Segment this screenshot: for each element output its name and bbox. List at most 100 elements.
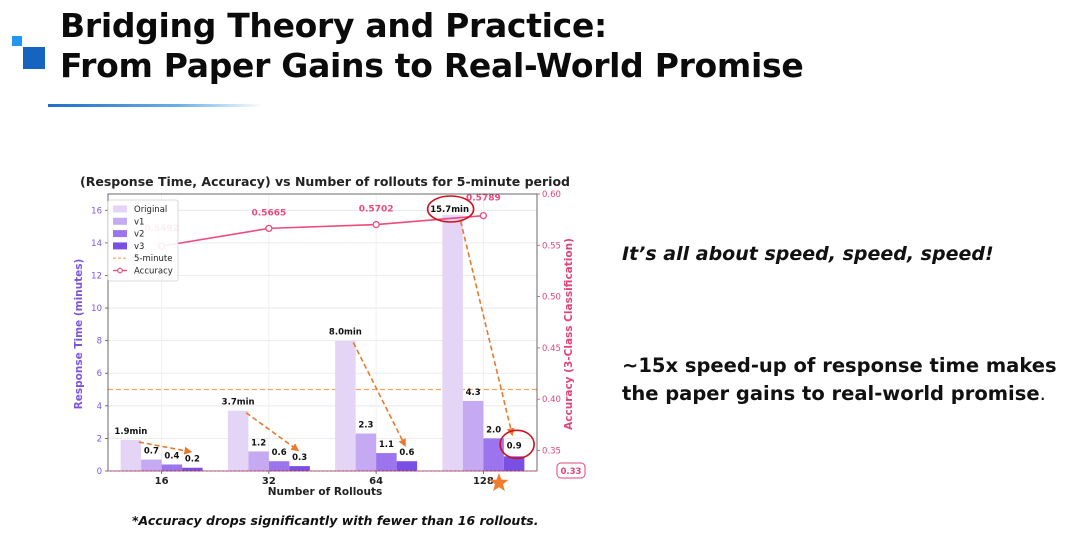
y-tick-label: 12 <box>91 271 102 281</box>
bar-value-label: 0.9 <box>507 441 522 451</box>
x-tick-label: 128 <box>473 476 494 487</box>
bar-value-label: 0.3 <box>292 453 307 463</box>
y2-tick-label: 0.35 <box>542 446 561 456</box>
logo-small-square <box>12 36 22 46</box>
y2-tick-label: 0.45 <box>542 344 561 354</box>
plot-frame <box>107 193 538 472</box>
speedup-statement-text: ~15x speed-up of response time makes the… <box>622 354 1057 405</box>
bar-v1-16 <box>141 459 162 471</box>
bar-v3-64 <box>396 461 418 471</box>
y2-tick-label: 0.55 <box>542 241 561 251</box>
legend-label-accuracy: Accuracy <box>134 267 173 277</box>
speedup-arrow-128 <box>459 220 515 437</box>
bar-v2-64 <box>376 453 397 471</box>
arrows-layer <box>138 220 515 455</box>
bar-original-64 <box>335 340 356 471</box>
legend-label-5-minute: 5-minute <box>134 254 172 264</box>
accuracy-value-label: 0.5702 <box>359 205 394 215</box>
speedup-arrow-32 <box>245 412 300 452</box>
accuracy-point-32 <box>265 224 273 233</box>
y-tick-label: 10 <box>91 304 102 314</box>
annotations <box>426 195 535 492</box>
legend-label-v3: v3 <box>134 242 144 252</box>
bar-v3-16 <box>182 467 203 471</box>
y-tick-label: 14 <box>91 239 102 249</box>
bar-value-label: 0.6 <box>272 448 287 458</box>
legend-label-original: Original <box>134 205 167 215</box>
legend-swatch-accuracy-marker <box>117 267 123 274</box>
bar-value-label: 2.3 <box>358 421 373 431</box>
legend-swatch-v2 <box>113 230 127 238</box>
brand-logo <box>8 30 48 70</box>
bar-v1-64 <box>355 433 377 471</box>
title-underline <box>48 104 263 107</box>
legend: Original v1 v2 v3 5-minute Accuracy <box>107 199 179 282</box>
speed-tagline: It’s all about speed, speed, speed! <box>622 243 994 265</box>
bar-v2-32 <box>268 461 290 471</box>
slide-title-line-2: From Paper Gains to Real-World Promise <box>60 46 804 85</box>
bar-original-16 <box>120 440 142 471</box>
y-tick-label: 8 <box>97 337 102 347</box>
y-tick-label: 4 <box>97 402 102 412</box>
bar-value-label: 4.3 <box>466 388 481 398</box>
legend-swatch-v1 <box>113 217 127 225</box>
y2-tick-label: 0.40 <box>542 395 561 405</box>
chart-title: (Response Time, Accuracy) vs Number of r… <box>80 174 570 189</box>
accuracy-point-64 <box>372 220 380 229</box>
bar-value-label: 15.7min <box>430 205 469 215</box>
bar-value-label: 1.2 <box>251 438 266 448</box>
bar-value-label: 1.9min <box>114 427 147 437</box>
y2-tick-label: 0.60 <box>542 190 561 200</box>
labels-layer: 1.9min 3.7min 8.0min 15.7min 0.7 1.2 2.3 4.3 0.4… <box>114 205 521 465</box>
y-tick-label: 2 <box>97 434 102 444</box>
bar-value-label: 0.2 <box>185 455 200 465</box>
y2-tick-label: 0.50 <box>542 293 561 303</box>
footnote: *Accuracy drops significantly with fewer… <box>132 513 539 528</box>
bars-layer <box>120 215 525 471</box>
star-icon <box>489 473 509 492</box>
y-tick-label: 16 <box>91 206 102 216</box>
bar-v2-128 <box>483 438 504 471</box>
bar-value-label: 1.1 <box>379 440 394 450</box>
y-axis-label: Response Time (minutes) <box>73 259 85 410</box>
legend-label-v2: v2 <box>134 230 144 240</box>
accuracy-value-label: 0.5789 <box>466 194 501 204</box>
y2-bottom-label: 0.33 <box>561 467 582 477</box>
bar-value-label: 8.0min <box>329 328 362 338</box>
bar-original-128 <box>442 215 463 471</box>
axes-layer: 0 2 4 6 8 10 12 14 16 0.35 0.40 0.45 0.50 0.55 0.60 0.3… <box>91 190 586 487</box>
y2-axis-label: Accuracy (3-Class Classification) <box>563 238 575 430</box>
bar-v3-128 <box>503 456 525 471</box>
bar-v1-32 <box>248 451 269 471</box>
bar-v3-32 <box>289 466 310 471</box>
bar-value-label: 0.4 <box>164 451 179 461</box>
bar-value-label: 0.6 <box>399 448 414 458</box>
bar-v1-128 <box>462 400 484 471</box>
bar-original-32 <box>227 410 249 471</box>
y-tick-label: 0 <box>97 467 102 477</box>
highlight-circle-original-128 <box>426 195 475 223</box>
accuracy-point-128 <box>479 211 488 220</box>
y-tick-label: 6 <box>97 369 102 379</box>
accuracy-value-label: 0.5665 <box>252 208 287 218</box>
bar-value-label: 3.7min <box>222 398 255 408</box>
legend-swatch-v3 <box>113 242 127 250</box>
speedup-arrow-64 <box>352 342 406 448</box>
slide-title: Bridging Theory and Practice: From Paper… <box>60 6 804 86</box>
slide-title-line-1: Bridging Theory and Practice: <box>60 6 607 45</box>
x-tick-label: 64 <box>369 476 383 487</box>
legend-label-v1: v1 <box>134 217 144 227</box>
logo-large-square <box>23 47 45 69</box>
highlight-circle-v3-128 <box>499 429 535 460</box>
y2-bottom-badge <box>556 462 586 479</box>
bar-value-label: 0.7 <box>144 447 159 457</box>
x-tick-label: 32 <box>262 476 276 487</box>
bar-value-label: 2.0 <box>486 425 501 435</box>
accuracy-line <box>161 214 484 247</box>
x-tick-label: 16 <box>155 476 169 487</box>
speedup-arrow-16 <box>138 441 193 455</box>
legend-swatch-original <box>113 205 127 213</box>
speedup-statement: ~15x speed-up of response time makes the… <box>622 352 1072 408</box>
speedup-statement-period: . <box>1039 382 1046 405</box>
